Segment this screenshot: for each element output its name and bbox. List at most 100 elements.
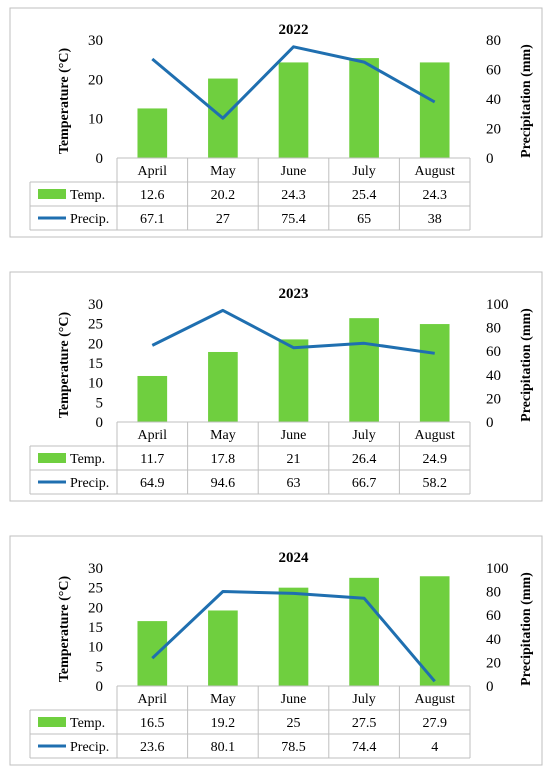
temp-value: 16.5 — [140, 716, 165, 731]
legend-label-temp: Temp. — [70, 716, 105, 731]
temp-value: 25 — [287, 716, 301, 731]
category-label: April — [138, 164, 168, 179]
left-tick-label: 25 — [88, 581, 103, 597]
precip-value: 74.4 — [352, 740, 377, 755]
chart-title: 2023 — [279, 286, 309, 302]
bar-july — [349, 318, 379, 422]
precip-value: 4 — [431, 740, 438, 755]
legend-label-precip: Precip. — [70, 740, 109, 755]
precip-value: 66.7 — [352, 476, 377, 491]
left-tick-label: 30 — [88, 297, 103, 313]
right-tick-label: 20 — [486, 122, 501, 138]
right-tick-label: 0 — [486, 151, 494, 167]
precip-value: 23.6 — [140, 740, 165, 755]
right-tick-label: 60 — [486, 608, 501, 624]
legend-swatch-temp — [38, 189, 66, 199]
category-label: April — [138, 692, 168, 707]
category-label: June — [281, 692, 307, 707]
left-tick-label: 0 — [96, 679, 104, 695]
category-label: May — [210, 692, 236, 707]
category-label: August — [414, 164, 455, 179]
legend-label-precip: Precip. — [70, 476, 109, 491]
right-axis-title: Precipitation (mm) — [519, 308, 534, 422]
right-tick-label: 80 — [486, 33, 501, 49]
bar-june — [279, 339, 309, 422]
legend-label-temp: Temp. — [70, 188, 105, 203]
category-label: July — [352, 164, 375, 179]
right-tick-label: 0 — [486, 415, 494, 431]
legend-swatch-temp — [38, 453, 66, 463]
left-tick-label: 20 — [88, 600, 103, 616]
category-label: April — [138, 428, 168, 443]
left-tick-label: 15 — [88, 356, 103, 372]
temp-value: 12.6 — [140, 188, 165, 203]
left-tick-label: 15 — [88, 620, 103, 636]
left-axis-title: Temperature (°C) — [57, 576, 72, 683]
bar-april — [137, 376, 167, 422]
temp-value: 19.2 — [211, 716, 236, 731]
precip-value: 38 — [428, 212, 442, 227]
right-tick-label: 60 — [486, 63, 501, 79]
left-tick-label: 30 — [88, 561, 103, 577]
category-label: August — [414, 428, 455, 443]
right-tick-label: 80 — [486, 321, 501, 337]
chart-svg: 2024051015202530020406080100Temperature … — [0, 528, 550, 768]
bar-april — [137, 621, 167, 686]
precip-value: 80.1 — [211, 740, 236, 755]
precip-value: 63 — [287, 476, 301, 491]
right-axis-title: Precipitation (mm) — [519, 572, 534, 686]
temp-value: 24.3 — [281, 188, 306, 203]
right-tick-label: 100 — [486, 297, 509, 313]
temp-value: 17.8 — [211, 452, 236, 467]
left-tick-label: 0 — [96, 415, 104, 431]
category-label: July — [352, 692, 375, 707]
right-tick-label: 20 — [486, 391, 501, 407]
left-tick-label: 0 — [96, 151, 104, 167]
left-axis-title: Temperature (°C) — [57, 48, 72, 155]
chart-svg: 2022 0 10 20 30 0 20 40 60 80 Temperature (°C) Prec… — [0, 0, 550, 240]
right-tick-label: 40 — [486, 632, 501, 648]
bar-june — [279, 62, 309, 158]
category-label: June — [281, 164, 307, 179]
bar-july — [349, 578, 379, 686]
legend-swatch-temp — [38, 717, 66, 727]
left-tick-label: 25 — [88, 317, 103, 333]
category-label: July — [352, 428, 375, 443]
chart-svg: 2023051015202530020406080100Temperature … — [0, 264, 550, 504]
chart-title: 2024 — [279, 550, 310, 566]
category-label: June — [281, 428, 307, 443]
category-label: August — [414, 692, 455, 707]
chart-panel-2022: 2022 0 10 20 30 0 20 40 60 80 Temperature (°C) Prec… — [0, 0, 550, 240]
left-tick-label: 20 — [88, 336, 103, 352]
left-tick-label: 30 — [88, 33, 103, 49]
bar-july — [349, 58, 379, 158]
bar-may — [208, 610, 238, 686]
bar-june — [279, 588, 309, 686]
legend-label-temp: Temp. — [70, 452, 105, 467]
right-tick-label: 40 — [486, 368, 501, 384]
temp-value: 27.9 — [422, 716, 447, 731]
category-label: May — [210, 428, 236, 443]
right-tick-label: 60 — [486, 344, 501, 360]
bar-may — [208, 352, 238, 422]
temp-value: 24.3 — [422, 188, 447, 203]
right-tick-label: 20 — [486, 655, 501, 671]
chart-title: 2022 — [279, 22, 309, 38]
left-tick-label: 10 — [88, 112, 103, 128]
category-label: May — [210, 164, 236, 179]
legend-label-precip: Precip. — [70, 212, 109, 227]
precip-value: 27 — [216, 212, 230, 227]
right-tick-label: 40 — [486, 92, 501, 108]
left-tick-label: 20 — [88, 72, 103, 88]
right-tick-label: 0 — [486, 679, 494, 695]
right-axis-title: Precipitation (mm) — [519, 44, 534, 158]
temp-value: 26.4 — [352, 452, 377, 467]
precip-value: 58.2 — [422, 476, 447, 491]
precip-value: 64.9 — [140, 476, 165, 491]
left-tick-label: 5 — [96, 395, 104, 411]
bar-august — [420, 324, 450, 422]
precip-value: 65 — [357, 212, 371, 227]
right-tick-label: 100 — [486, 561, 509, 577]
